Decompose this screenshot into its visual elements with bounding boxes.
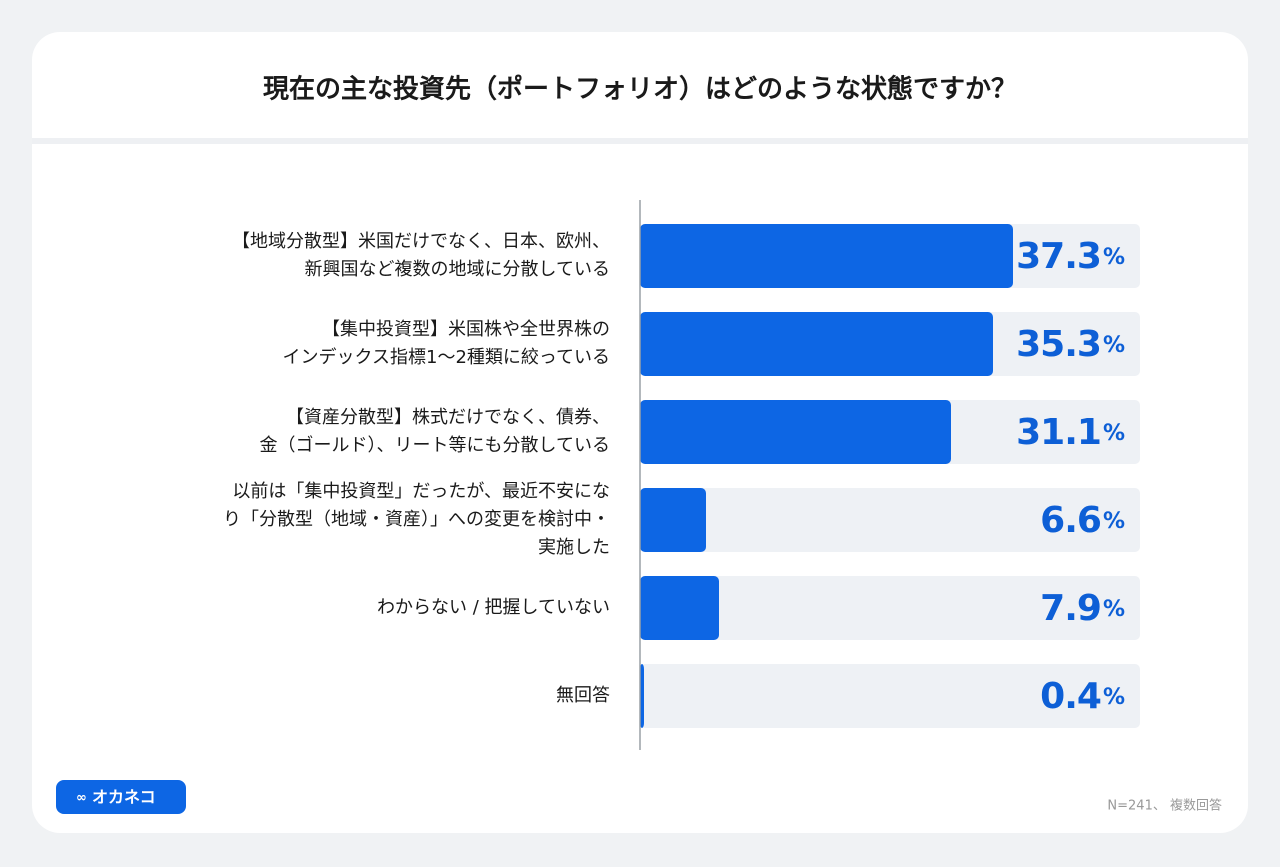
logo-icon: ∞ <box>76 791 87 806</box>
category-label: 以前は「集中投資型」だったが、最近不安になり「分散型（地域・資産）」への変更を検… <box>223 481 610 558</box>
header-divider <box>32 138 1248 144</box>
bar <box>640 664 644 728</box>
bar <box>640 400 951 464</box>
category-label: 無回答 <box>556 685 610 706</box>
value-label: 31.1% <box>1016 412 1125 453</box>
value-label: 6.6% <box>1040 500 1125 541</box>
bar <box>640 224 1013 288</box>
bar-track <box>640 576 1140 640</box>
bar <box>640 488 706 552</box>
bar-track <box>640 488 1140 552</box>
category-label: 【集中投資型】米国株や全世界株のインデックス指標1〜2種類に絞っている <box>283 319 610 368</box>
value-label: 35.3% <box>1016 324 1125 365</box>
bar <box>640 312 993 376</box>
sample-note: N=241、 複数回答 <box>1107 798 1222 814</box>
value-label: 0.4% <box>1040 676 1125 717</box>
value-label: 7.9% <box>1040 588 1125 629</box>
logo-badge <box>56 780 186 814</box>
category-label: 【地域分散型】米国だけでなく、日本、欧州、新興国など複数の地域に分散している <box>232 231 610 280</box>
bar <box>640 576 719 640</box>
category-label: わからない / 把握していない <box>377 597 610 618</box>
logo-text: オカネコ <box>92 788 156 807</box>
bar-track <box>640 664 1140 728</box>
category-label: 【資産分散型】株式だけでなく、債券、金（ゴールド）、リート等にも分散している <box>260 407 610 456</box>
value-label: 37.3% <box>1016 236 1125 277</box>
chart-title: 現在の主な投資先（ポートフォリオ）はどのような状態ですか？ <box>263 74 1017 105</box>
